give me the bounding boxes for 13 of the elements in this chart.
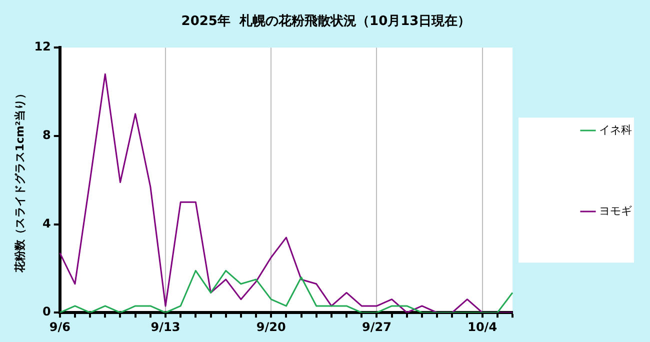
y-axis-title: 花粉数（スライドグラス1cm²当り） [13, 88, 26, 274]
x-tick-label: 10/4 [468, 320, 498, 334]
y-tick-label: 0 [42, 304, 51, 319]
y-tick-label: 12 [34, 40, 51, 54]
x-tick-label: 9/13 [150, 320, 180, 334]
x-tick-label: 9/27 [362, 320, 392, 334]
x-tick-label: 9/20 [256, 320, 286, 334]
legend-label: ヨモギ [599, 204, 632, 218]
y-tick-label: 4 [42, 216, 51, 230]
chart-title: 2025年 札幌の花粉飛散状況（10月13日現在） [181, 14, 471, 30]
y-tick-label: 8 [42, 128, 51, 142]
legend-label: イネ科 [599, 123, 632, 136]
x-tick-label: 9/6 [49, 320, 70, 334]
